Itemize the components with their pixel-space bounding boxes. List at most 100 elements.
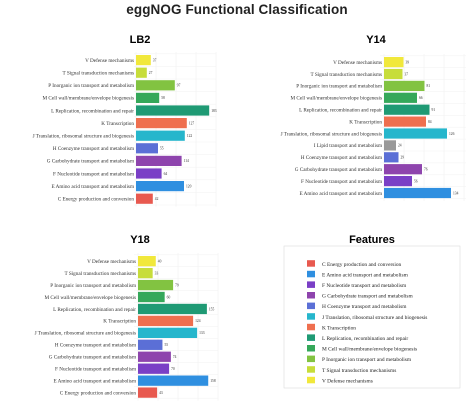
category-label: V Defense mechanisms [85,57,134,64]
value-label: 114 [184,159,189,163]
bar [138,327,198,338]
bar [384,116,426,127]
value-label: 56 [414,179,418,183]
legend: Features C Energy production and conversi… [283,234,461,389]
category-label: E Amino acid transport and metabolism [51,184,134,190]
category-label: T Signal transduction mechanisms [64,271,136,277]
category-label: F Nucleotide transport and metabolism [53,171,134,177]
legend-item-label: P Inorganic ion transport and metabolism [322,357,412,363]
category-label: C Energy production and conversion [60,390,137,396]
bar [384,128,447,139]
value-label: 70 [171,367,175,371]
category-label: F Nucleotide transport and metabolism [301,179,382,185]
legend-swatch [307,323,315,331]
value-label: 158 [210,379,216,383]
bar [136,105,210,116]
legend-swatch [307,355,315,363]
legend-item-label: J Translation, ribosomal structure and b… [322,315,427,321]
value-label: 79 [175,283,179,287]
bar [136,168,162,179]
panel-title: Y14 [366,34,386,46]
legend-swatch [307,270,315,278]
bar [138,339,163,350]
bar [138,291,165,303]
legend-swatch [307,292,315,299]
category-label: G Carbohydrate transport and metabolism [47,159,134,165]
category-label: M Cell wall/membrane/envelope biogenesis [43,96,134,102]
bar [384,187,451,199]
value-label: 55 [164,343,168,347]
category-label: J Translation, ribosomal structure and b… [281,131,382,137]
bar [384,176,412,187]
legend-item-label: M Cell wall/membrane/envelope biogenesis [322,347,417,353]
value-label: 76 [424,168,428,172]
value-label: 43 [159,391,163,395]
value-label: 24 [398,144,402,148]
category-label: H Coenzyme transport and metabolism [53,146,134,152]
category-label: T Signal transduction mechanisms [62,71,134,77]
value-label: 58 [161,96,165,100]
bar [384,104,430,115]
value-label: 29 [401,156,405,160]
value-label: 122 [187,134,193,138]
legend-item-label: C Energy production and conversion [322,262,402,268]
legend-swatch [307,366,315,373]
value-label: 133 [199,331,205,335]
value-label: 120 [186,184,192,188]
category-label: K Transcription [349,119,382,125]
bar [136,143,158,154]
category-label: V Defense mechanisms [87,258,136,265]
bar [136,130,185,141]
value-label: 97 [177,84,181,88]
panel-y18: Y18 V Defense mechanisms 40 T Signal transd… [35,234,219,401]
bar [136,67,147,78]
legend-item-label: E Amino acid transport and metabolism [322,272,409,278]
legend-swatch [307,313,315,320]
value-label: 37 [153,58,157,62]
bar [138,315,194,327]
legend-swatch [307,334,315,341]
category-label: L Replication, recombination and repair [299,108,382,114]
grid [380,54,466,202]
category-label: K Transcription [101,121,134,127]
category-label: L Replication, recombination and repair [51,108,134,114]
legend-item-label: L Replication, recombination and repair [322,336,408,342]
panel-lb2: LB2 V Defense mechanisms 37 T Signal transd… [33,34,217,207]
category-label: C Energy production and conversion [58,197,135,203]
category-label: G Carbohydrate transport and metabolism [295,167,382,173]
value-label: 127 [189,121,195,125]
legend-item-label: K Transcription [322,325,356,331]
legend-swatch [307,345,315,352]
bar [384,164,422,175]
legend-swatch [307,260,315,267]
category-label: P Inorganic ion transport and metabolism [296,84,382,90]
category-label: V Defense mechanisms [333,59,382,66]
legend-item-label: T Signal transduction mechanisms [322,368,396,374]
bar [138,267,153,279]
value-label: 155 [209,307,215,311]
value-label: 66 [419,96,423,100]
bar [138,375,209,386]
bar [136,55,151,66]
value-label: 183 [211,109,217,113]
category-label: P Inorganic ion transport and metabolism [48,83,134,89]
value-label: 40 [158,259,162,263]
bar [138,256,156,267]
bar [138,387,158,398]
bar [384,57,404,68]
value-label: 55 [160,147,164,151]
category-label: J Translation, ribosomal structure and b… [35,331,136,337]
bar [384,68,403,80]
value-label: 33 [155,271,159,275]
value-label: 134 [453,191,459,195]
value-label: 81 [427,84,431,88]
category-label: E Amino acid transport and metabolism [299,191,382,197]
legend-swatch [307,376,315,384]
category-label: F Nucleotide transport and metabolism [55,367,136,373]
category-label: E Amino acid transport and metabolism [53,378,136,384]
category-label: M Cell wall/membrane/envelope biogenesis [291,96,382,102]
bar [136,181,184,192]
bar [138,351,171,362]
category-label: J Translation, ribosomal structure and b… [33,134,134,140]
bar [136,155,182,166]
